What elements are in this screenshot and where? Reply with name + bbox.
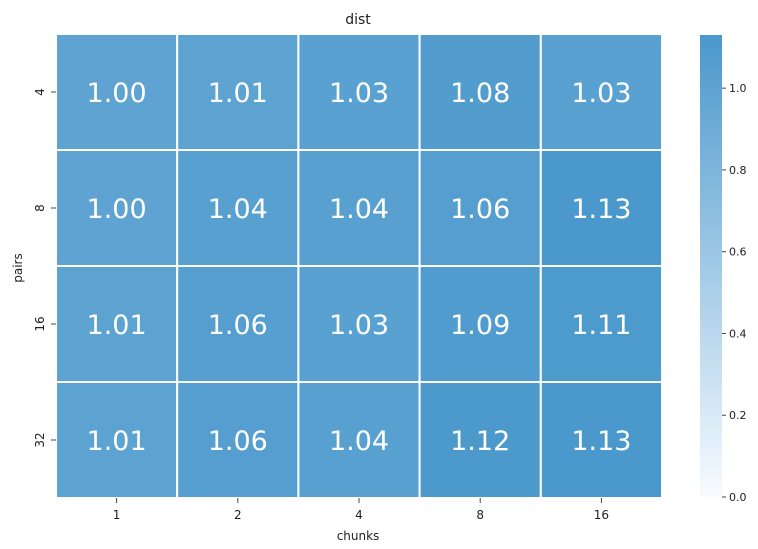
heatmap-cell-label: 1.04 [329,194,389,225]
chart-title: dist [345,12,371,28]
heatmap-cell-label: 1.13 [571,194,631,225]
colorbar-tick-label: 0.2 [729,409,747,422]
heatmap-cells: 1.00 1.01 1.03 1.08 1.03 1.00 1.04 1.04 1.06 1.13… [55,33,663,499]
heatmap-cell [297,381,421,499]
y-tick-label: 8 [33,204,47,212]
colorbar-ticks: 0.0 0.2 0.4 0.6 0.8 1.0 [722,82,747,504]
y-tick-label: 16 [33,316,47,331]
x-tick-label: 16 [594,508,609,522]
x-tick-label: 1 [113,508,121,522]
heatmap-cell [418,265,542,383]
heatmap-cell-label: 1.01 [87,426,147,457]
heatmap-cell-label: 1.06 [208,426,268,457]
y-axis-label: pairs [11,253,25,283]
heatmap-cell-label: 1.08 [450,78,510,109]
heatmap-cell-label: 1.00 [87,78,147,109]
heatmap-cell-label: 1.13 [571,426,631,457]
heatmap-cell [176,265,300,383]
heatmap-cell [55,33,179,151]
heatmap-cell-label: 1.03 [571,78,631,109]
x-axis-label: chunks [337,529,380,543]
colorbar-tick-label: 0.0 [729,491,747,504]
heatmap-cell-label: 1.03 [329,310,389,341]
x-axis-ticks: 1 2 4 8 16 [113,498,609,522]
heatmap-cell-label: 1.09 [450,310,510,341]
heatmap-cell [297,149,421,267]
y-axis-ticks: 4 8 16 32 [33,88,56,448]
x-tick-label: 4 [355,508,363,522]
heatmap-cell [176,33,300,151]
colorbar-tick-label: 0.8 [729,164,747,177]
heatmap-cell [297,33,421,151]
y-tick-label: 4 [33,88,47,96]
heatmap-cell-label: 1.04 [329,426,389,457]
heatmap-cell-label: 1.01 [208,78,268,109]
colorbar-tick-label: 1.0 [729,82,747,95]
x-tick-label: 2 [234,508,242,522]
heatmap-cell-label: 1.00 [87,194,147,225]
colorbar-tick-label: 0.6 [729,246,747,259]
heatmap-cell-label: 1.01 [87,310,147,341]
heatmap-cell-label: 1.06 [208,310,268,341]
colorbar-tick-label: 0.4 [729,327,747,340]
x-tick-label: 8 [476,508,484,522]
heatmap-cell [176,381,300,499]
y-tick-label: 32 [33,432,47,447]
heatmap-cell [539,381,663,499]
heatmap-cell-label: 1.06 [450,194,510,225]
heatmap-cell-label: 1.11 [571,310,631,341]
heatmap-cell-label: 1.03 [329,78,389,109]
colorbar [700,35,722,497]
heatmap-cell [539,149,663,267]
heatmap-cell-label: 1.12 [450,426,510,457]
heatmap-cell [418,381,542,499]
heatmap-cell-label: 1.04 [208,194,268,225]
